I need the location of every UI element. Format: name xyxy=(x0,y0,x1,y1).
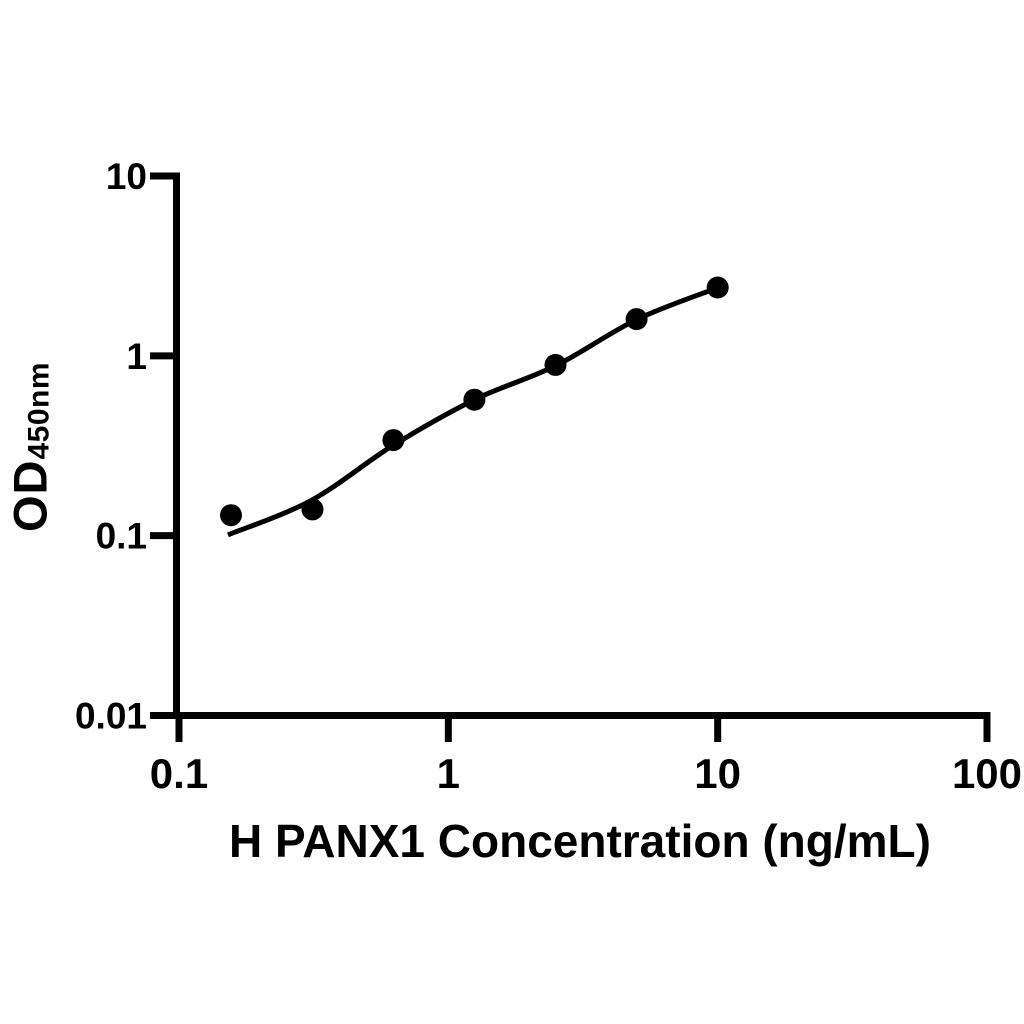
x-tick-label: 10 xyxy=(694,750,741,797)
y-axis-title-subscript: 450nm xyxy=(22,361,56,460)
y-tick-label: 0.1 xyxy=(96,516,147,557)
data-point xyxy=(220,504,242,527)
data-point xyxy=(706,276,729,299)
data-point xyxy=(625,308,648,331)
y-axis-title: OD450nm xyxy=(3,362,58,532)
x-tick-label: 1 xyxy=(437,750,460,797)
y-axis-title-text: OD xyxy=(3,459,57,533)
data-point xyxy=(301,498,324,521)
y-tick-label: 10 xyxy=(106,156,147,197)
y-tick-label: 0.01 xyxy=(75,696,147,737)
data-point xyxy=(382,429,405,452)
y-tick-label: 1 xyxy=(126,336,147,377)
x-tick-label: 0.1 xyxy=(150,750,208,797)
data-point xyxy=(463,388,486,411)
x-tick-label: 100 xyxy=(952,750,1022,797)
x-axis-title: H PANX1 Concentration (ng/mL) xyxy=(229,815,931,867)
data-point xyxy=(544,353,567,376)
